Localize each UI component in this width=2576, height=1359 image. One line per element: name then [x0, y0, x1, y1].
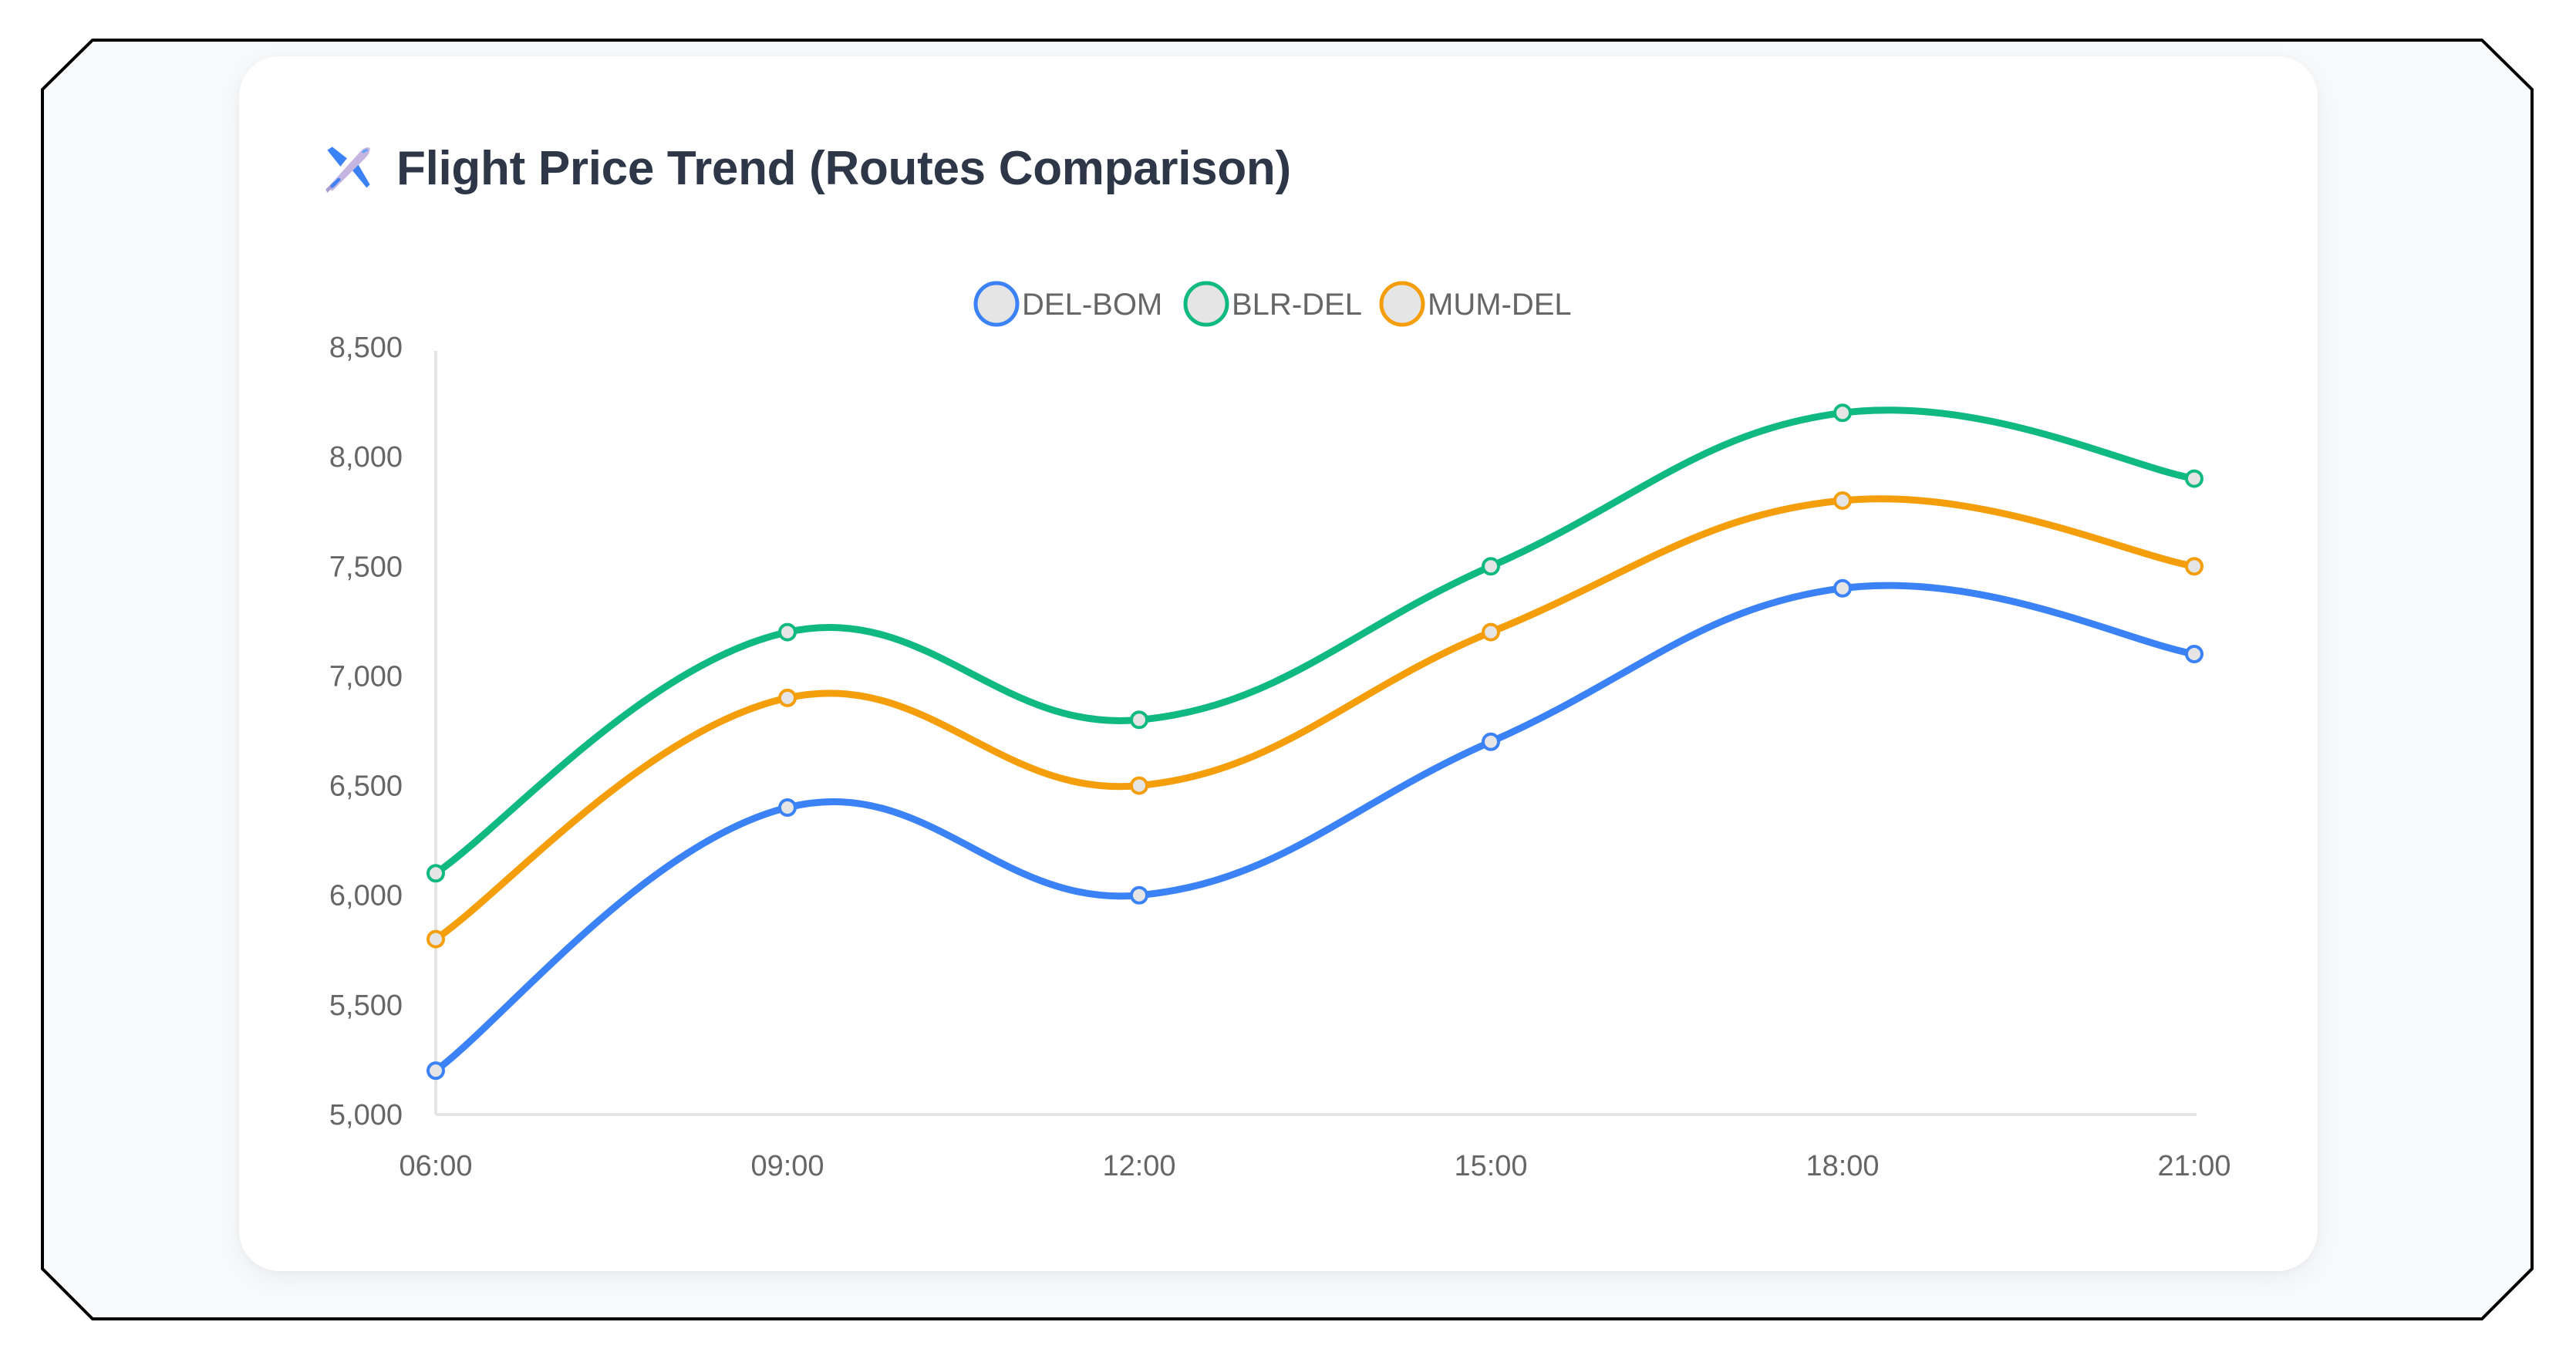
legend-swatch-icon [1183, 281, 1229, 327]
data-point[interactable] [427, 1061, 445, 1081]
series-del-bom [427, 578, 2203, 1081]
series-line [432, 582, 2198, 1074]
series-blr-del [427, 403, 2203, 883]
legend-item-blr-del[interactable]: BLR-DEL [1183, 281, 1362, 327]
data-point[interactable] [1130, 776, 1148, 795]
chart-axes: 5,000 5,500 6,000 6,500 7,000 7,500 8,000 8,500… [329, 332, 2231, 1182]
y-tick-label: 8,500 [329, 332, 403, 364]
x-tick-label: 21:00 [2157, 1150, 2230, 1182]
data-point[interactable] [1482, 622, 1500, 642]
data-point[interactable] [427, 929, 445, 949]
data-point[interactable] [778, 798, 797, 817]
data-point[interactable] [1482, 732, 1500, 751]
series-mum-del [427, 491, 2203, 949]
legend-item-del-bom[interactable]: DEL-BOM [973, 281, 1162, 327]
legend-swatch-icon [1379, 281, 1425, 327]
series-line [432, 495, 2198, 943]
data-point[interactable] [2185, 469, 2203, 488]
y-tick-label: 8,000 [329, 441, 403, 474]
data-point[interactable] [1833, 403, 1852, 423]
data-point[interactable] [1130, 710, 1148, 730]
data-point[interactable] [1833, 491, 1852, 510]
legend-label: MUM-DEL [1428, 288, 1572, 322]
data-point[interactable] [778, 622, 797, 642]
data-point[interactable] [2185, 557, 2203, 576]
data-point[interactable] [427, 864, 445, 883]
y-tick-label: 7,000 [329, 660, 403, 693]
chart-card [239, 56, 2318, 1271]
legend-label: DEL-BOM [1022, 288, 1162, 322]
x-tick-label: 06:00 [399, 1150, 472, 1182]
chart-legend: DEL-BOM BLR-DEL MUM-DEL [973, 281, 1572, 327]
x-tick-label: 09:00 [750, 1150, 824, 1182]
data-point[interactable] [1833, 578, 1852, 598]
data-point[interactable] [2185, 645, 2203, 663]
y-tick-label: 5,000 [329, 1099, 403, 1131]
chart-title: Flight Price Trend (Routes Comparison) [322, 137, 1291, 199]
x-tick-label: 18:00 [1806, 1150, 1879, 1182]
y-tick-label: 6,500 [329, 771, 403, 803]
chart-title-text: Flight Price Trend (Routes Comparison) [396, 141, 1291, 195]
airplane-icon [322, 142, 375, 194]
chart-series [427, 403, 2203, 1081]
data-point[interactable] [778, 688, 797, 707]
x-tick-label: 15:00 [1454, 1150, 1527, 1182]
data-point[interactable] [1482, 557, 1500, 576]
data-point[interactable] [1130, 885, 1148, 905]
series-line [432, 406, 2198, 877]
legend-item-mum-del[interactable]: MUM-DEL [1379, 281, 1572, 327]
legend-swatch-icon [973, 281, 1020, 327]
legend-label: BLR-DEL [1232, 288, 1362, 322]
x-tick-label: 12:00 [1102, 1150, 1175, 1182]
y-tick-label: 5,500 [329, 990, 403, 1022]
y-tick-label: 6,000 [329, 880, 403, 912]
y-tick-label: 7,500 [329, 551, 403, 583]
